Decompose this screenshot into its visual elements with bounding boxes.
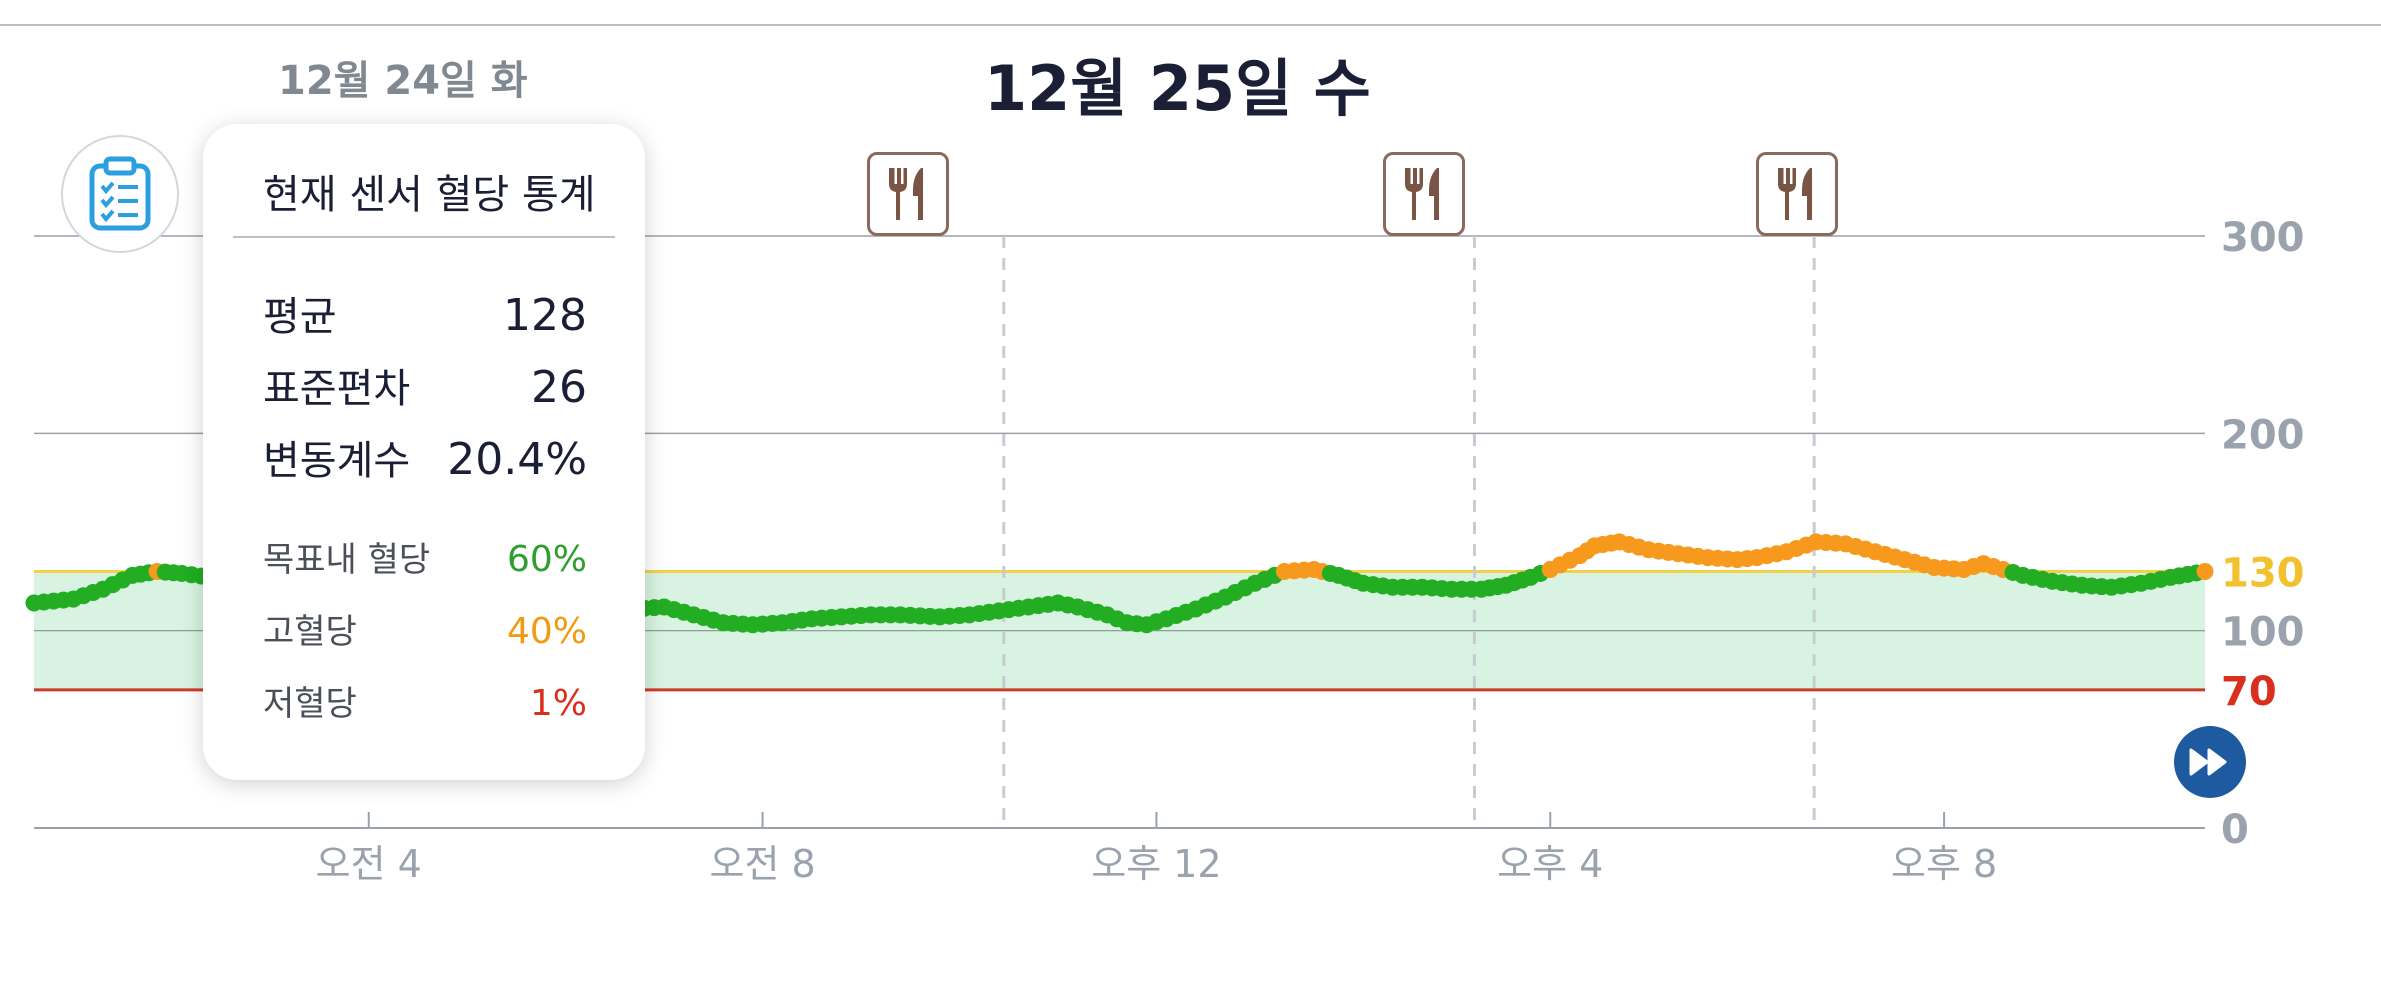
- y-tick-label: 130: [2221, 550, 2305, 596]
- range-label: 저혈당: [263, 684, 357, 724]
- range-value: 40%: [506, 611, 587, 652]
- stat-value: 20.4%: [447, 434, 587, 485]
- stats-divider: [233, 236, 615, 238]
- meal-icon[interactable]: [1383, 152, 1465, 236]
- stat-row-cv: 변동계수 20.4%: [263, 428, 587, 486]
- range-value: 1%: [529, 683, 587, 724]
- range-row-low: 저혈당 1%: [263, 676, 587, 725]
- stat-value: 128: [503, 290, 587, 341]
- y-tick-label: 0: [2221, 807, 2249, 853]
- y-tick-label: 300: [2221, 215, 2305, 261]
- fast-forward-icon: [2189, 748, 2227, 776]
- current-day-title: 12월 25일 수: [984, 52, 1371, 125]
- clipboard-icon: [89, 156, 151, 231]
- top-divider: [0, 24, 2381, 26]
- range-row-high: 고혈당 40%: [263, 604, 587, 653]
- fast-forward-button[interactable]: [2174, 726, 2246, 798]
- stat-label: 표준편차: [263, 366, 411, 412]
- x-tick-label: 오전 4: [316, 842, 422, 886]
- x-tick-label: 오전 8: [709, 842, 815, 886]
- stat-label: 평균: [263, 294, 337, 340]
- sensor-stats-card: 현재 센서 혈당 통계 평균 128 표준편차 26 변동계수 20.4% 목표…: [203, 124, 645, 780]
- x-tick-label: 오후 12: [1091, 842, 1221, 886]
- y-tick-label: 200: [2221, 412, 2305, 458]
- meal-icon[interactable]: [1756, 152, 1838, 236]
- previous-day-label[interactable]: 12월 24일 화: [278, 58, 528, 104]
- stat-row-mean: 평균 128: [263, 284, 587, 342]
- stats-title: 현재 센서 혈당 통계: [263, 172, 596, 218]
- range-value: 60%: [506, 539, 587, 580]
- fork-knife-icon: [1405, 168, 1439, 220]
- range-label: 목표내 혈당: [263, 540, 431, 580]
- y-tick-label: 100: [2221, 610, 2305, 656]
- stat-value: 26: [531, 362, 587, 413]
- fork-knife-icon: [1778, 168, 1812, 220]
- stat-row-std-dev: 표준편차 26: [263, 356, 587, 414]
- clipboard-button[interactable]: [61, 135, 179, 253]
- x-tick-label: 오후 4: [1497, 842, 1603, 886]
- range-label: 고혈당: [263, 612, 357, 652]
- y-tick-label: 70: [2221, 669, 2277, 715]
- fork-knife-icon: [889, 168, 923, 220]
- stat-label: 변동계수: [263, 438, 411, 484]
- range-row-in-target: 목표내 혈당 60%: [263, 532, 587, 581]
- meal-icon[interactable]: [867, 152, 949, 236]
- x-tick-label: 오후 8: [1891, 842, 1997, 886]
- glucose-reading: [2196, 562, 2214, 580]
